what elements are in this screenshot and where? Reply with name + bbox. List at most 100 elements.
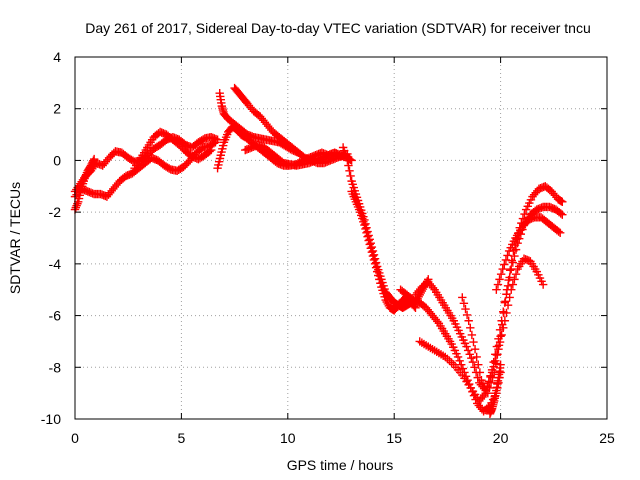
series-sat-track-p [485,360,505,419]
data-point [510,251,519,261]
data-point [362,228,371,238]
data-point [214,157,224,166]
data-point [355,207,365,217]
x-tick-label: 15 [386,430,402,446]
data-point [73,197,83,206]
data-point [511,270,521,279]
grid-lines [75,57,607,419]
data-point [184,157,193,167]
data-point [474,360,483,369]
data-point [361,224,370,234]
x-tick-label: 20 [493,430,509,446]
data-point [520,209,529,219]
data-point [176,142,186,151]
data-point [217,147,226,157]
data-point [364,236,373,245]
data-point [475,368,485,377]
data-point [459,299,469,308]
data-point [558,197,567,206]
data-point [457,360,466,369]
data-point [89,156,98,165]
x-tick-label: 0 [71,430,79,446]
data-point [453,352,463,362]
data-point [535,273,545,283]
data-point [455,356,464,366]
data-point [178,143,187,153]
data-point [182,159,191,168]
data-point [467,354,476,363]
data-point [366,244,375,253]
data-point [377,282,386,292]
data-point [497,330,506,340]
data-point [451,319,460,329]
data-point [213,163,222,173]
data-point [509,237,519,246]
data-point [454,326,463,335]
data-point [545,185,555,195]
data-point [554,227,563,236]
data-point [468,357,478,367]
data-point [490,368,499,377]
y-tick-label: -8 [49,359,62,375]
y-tick-label: -4 [49,256,62,272]
data-point [447,339,456,349]
y-tick-label: -2 [49,204,62,220]
data-point [460,339,470,348]
data-point [339,146,349,155]
data-point [458,293,467,302]
data-point [87,159,96,169]
data-point [74,194,84,203]
data-point [294,148,303,157]
y-tick-label: 2 [53,101,61,117]
data-point [518,214,528,223]
data-point [494,341,504,350]
series-sat-track-g [215,89,303,157]
data-point [346,171,355,181]
data-point [462,342,471,351]
data-point [477,376,486,385]
data-point [379,289,388,298]
data-point [196,144,206,153]
data-point [483,388,493,398]
data-point [462,310,472,320]
data-point [213,135,222,144]
data-point [75,191,84,200]
data-point [344,161,353,170]
y-tick-label: -10 [41,411,61,427]
data-point [493,350,502,359]
data-point [359,217,368,227]
data-point [455,329,465,338]
data-point [76,187,85,197]
data-point [365,240,374,249]
data-point [498,264,507,274]
data-point [104,153,114,163]
data-point [499,308,508,318]
data-point [372,267,382,276]
data-point [374,271,383,280]
data-point [459,335,468,345]
data-point [504,275,513,285]
tick-labels: 0 5 10 15 20 25 -10 -8 -6 -4 -2 0 2 4 [41,49,615,446]
series-sat-track-d [130,127,216,173]
data-point [480,382,489,391]
y-axis-title: SDTVAR / TECUs [7,182,23,294]
data-point [218,144,227,153]
x-tick-label: 5 [178,430,186,446]
data-point [464,316,473,325]
data-point [215,154,225,163]
data-point [465,350,474,359]
data-point [254,110,263,120]
data-point [492,285,501,294]
data-point [472,352,481,362]
data-point [457,332,466,342]
data-point [88,158,97,167]
data-point [357,211,366,220]
data-point [369,255,379,265]
data-point [218,141,228,150]
plot-frame [74,56,608,420]
data-point [106,152,115,161]
data-point [449,343,458,352]
data-point [508,280,518,289]
data-point [420,302,429,311]
data-point [493,280,503,289]
